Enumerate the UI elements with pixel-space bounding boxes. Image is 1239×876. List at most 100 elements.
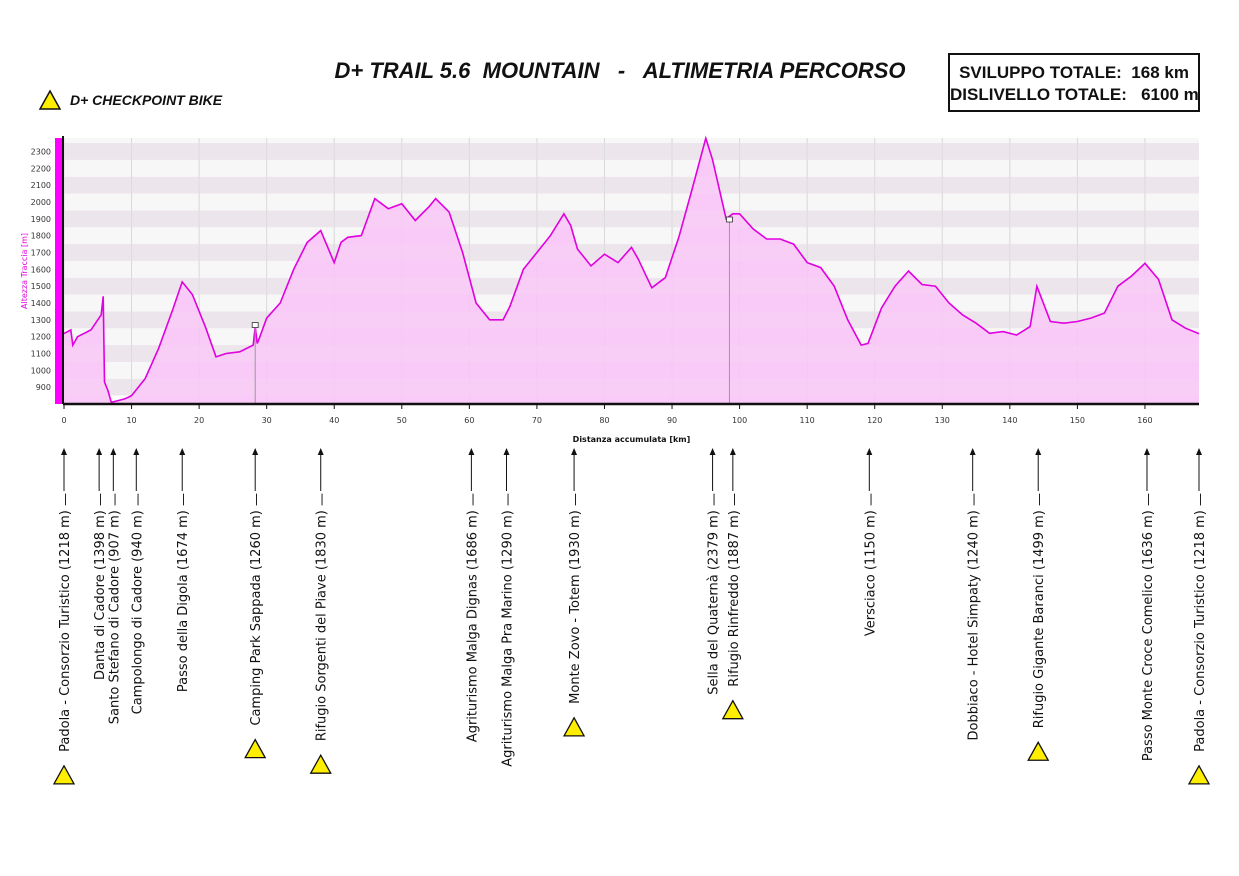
chart-title: D+ TRAIL 5.6 MOUNTAIN - ALTIMETRIA PERCO… xyxy=(334,58,906,83)
y-tick-label: 900 xyxy=(36,383,51,392)
band-overlay xyxy=(64,311,1199,329)
x-tick-label: 140 xyxy=(1002,416,1017,425)
x-tick-label: 130 xyxy=(935,416,950,425)
grid-band xyxy=(64,227,1199,245)
waypoint-arrow-head xyxy=(96,448,103,455)
legend: D+ CHECKPOINT BIKE xyxy=(38,88,222,112)
x-tick-label: 90 xyxy=(667,416,677,425)
waypoint-arrow-head xyxy=(1035,448,1042,455)
profile-area xyxy=(64,138,1199,404)
y-tick-label: 1000 xyxy=(31,366,51,375)
waypoint-arrow-head xyxy=(179,448,186,455)
marker-icon xyxy=(251,322,259,328)
y-tick-label: 1600 xyxy=(31,265,51,274)
grid-band xyxy=(64,176,1199,194)
x-axis-label: Distanza accumulata [km] xyxy=(573,435,691,444)
x-tick-label: 100 xyxy=(732,416,747,425)
y-axis-label: Altezza Traccia [m] xyxy=(20,233,29,309)
y-tick-label: 1400 xyxy=(31,299,51,308)
y-tick-label: 2000 xyxy=(31,198,51,207)
y-tick-label: 2300 xyxy=(31,147,51,156)
waypoint-label: Santo Stefano di Cadore (907 m) — xyxy=(107,493,122,724)
y-tick-label: 1800 xyxy=(31,232,51,241)
waypoint-label: Camping Park Sappada (1260 m) — xyxy=(249,493,264,726)
waypoint-label: Padola - Consorzio Turistico (1218 m) — xyxy=(58,493,73,752)
waypoint-label: Agriturismo Malga Dignas (1686 m) — xyxy=(465,493,480,742)
x-tick-label: 70 xyxy=(532,416,542,425)
grid-band xyxy=(64,193,1199,211)
waypoint-arrow-head xyxy=(1143,448,1150,455)
waypoint-arrow-head xyxy=(468,448,475,455)
waypoint-arrow-head xyxy=(1196,448,1202,455)
y-tick-label: 1100 xyxy=(31,349,51,358)
waypoint-arrow-head xyxy=(317,448,324,455)
x-tick-label: 20 xyxy=(194,416,204,425)
y-tick-label: 2100 xyxy=(31,181,51,190)
checkpoint-triangle-icon xyxy=(1027,740,1050,761)
stats-box: SVILUPPO TOTALE: 168 km DISLIVELLO TOTAL… xyxy=(948,53,1200,112)
waypoint-arrow-head xyxy=(110,448,117,455)
waypoint-label: Padola - Consorzio Turistico (1218 m) — xyxy=(1193,493,1208,752)
y-tick-label: 2200 xyxy=(31,164,51,173)
waypoint-arrow-head xyxy=(252,448,259,455)
waypoint-label: Dobbiaco - Hotel Simpaty (1240 m) — xyxy=(967,493,982,741)
waypoint-arrow-head xyxy=(969,448,976,455)
x-tick-label: 30 xyxy=(262,416,272,425)
x-tick-label: 40 xyxy=(329,416,339,425)
waypoint-arrow-head xyxy=(709,448,716,455)
x-tick-label: 160 xyxy=(1137,416,1152,425)
waypoint-label: Campolongo di Cadore (940 m) — xyxy=(130,493,145,714)
profile-line xyxy=(63,135,1200,404)
waypoint-label: Agriturismo Malga Pra Marino (1290 m) — xyxy=(501,493,516,767)
checkpoint-triangle-icon xyxy=(244,738,267,759)
waypoint-label: Rifugio Gigante Baranci (1499 m) — xyxy=(1032,493,1047,728)
y-tick-label: 1200 xyxy=(31,333,51,342)
x-tick-label: 50 xyxy=(397,416,407,425)
checkpoint-triangle-icon xyxy=(562,716,586,737)
grid-band xyxy=(64,210,1199,228)
waypoint-arrow-head xyxy=(133,448,140,455)
marker-icon xyxy=(726,216,733,223)
x-tick-label: 120 xyxy=(867,416,882,425)
checkpoint-triangle-icon xyxy=(38,89,62,110)
legend-label: D+ CHECKPOINT BIKE xyxy=(70,92,223,108)
band-overlay xyxy=(64,244,1199,261)
waypoint-arrow-head xyxy=(571,448,578,455)
waypoint-arrow-head xyxy=(503,448,510,455)
grid-band xyxy=(64,143,1199,160)
checkpoint-triangle-icon xyxy=(721,699,744,720)
x-tick-label: 110 xyxy=(800,416,815,425)
waypoint-label: Rifugio Sorgenti del Piave (1830 m) — xyxy=(315,493,330,741)
waypoint-label: Danta di Cadore (1398 m) — xyxy=(93,493,108,680)
y-tick-label: 1700 xyxy=(31,248,51,257)
band-overlay xyxy=(64,176,1199,194)
waypoint-label: Monte Zovo - Totem (1930 m) — xyxy=(568,493,583,704)
waypoint-label: Sella del Quaternà (2379 m) — xyxy=(707,493,722,695)
grid-band xyxy=(64,159,1199,177)
x-tick-label: 150 xyxy=(1070,416,1085,425)
checkpoint-triangle-icon xyxy=(52,764,76,785)
y-axis-accent-bar xyxy=(55,138,63,404)
band-overlay xyxy=(64,277,1199,295)
waypoint-arrow-head xyxy=(729,448,736,455)
waypoint-label: Passo Monte Croce Comelico (1636 m) — xyxy=(1141,493,1156,761)
x-tick-label: 60 xyxy=(464,416,474,425)
x-tick-label: 80 xyxy=(599,416,609,425)
waypoint-label: Rifugio Rinfreddo (1887 m) — xyxy=(727,493,742,687)
y-tick-label: 1500 xyxy=(31,282,51,291)
total-distance: SVILUPPO TOTALE: 168 km xyxy=(959,63,1189,82)
y-tick-label: 1300 xyxy=(31,316,51,325)
band-overlay xyxy=(64,143,1199,160)
checkpoint-triangle-icon xyxy=(309,753,332,774)
total-elevation-gain: DISLIVELLO TOTALE: 6100 m xyxy=(950,85,1199,104)
waypoint-arrow-head xyxy=(61,448,67,455)
checkpoint-triangle-icon xyxy=(1187,764,1211,785)
x-tick-label: 0 xyxy=(61,416,66,425)
waypoint-label: Versciaco (1150 m) — xyxy=(863,493,878,636)
y-tick-label: 1900 xyxy=(31,215,51,224)
band-overlay xyxy=(64,378,1199,396)
waypoint-arrow-head xyxy=(866,448,873,455)
grid-band xyxy=(64,138,1199,144)
band-overlay xyxy=(64,210,1199,228)
